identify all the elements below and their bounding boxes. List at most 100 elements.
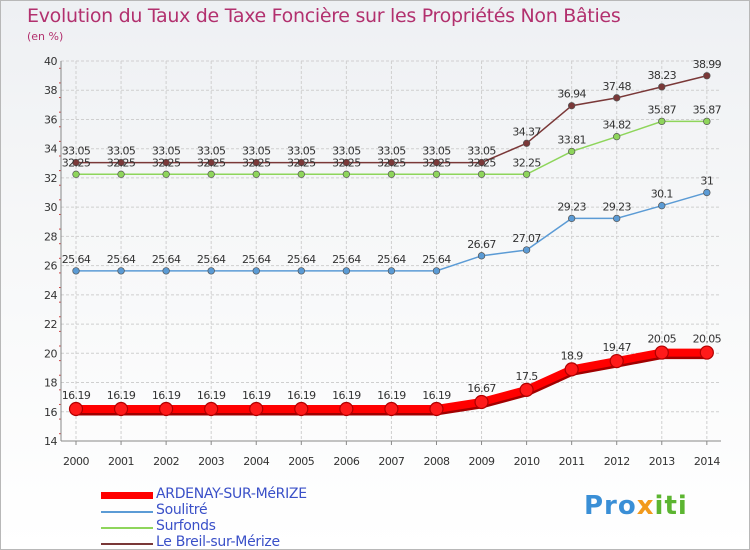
data-point	[477, 252, 486, 260]
chart-title: Evolution du Taux de Taxe Foncière sur l…	[27, 5, 621, 27]
legend-item: Le Breil-sur-Mérize	[101, 534, 361, 549]
x-tick-label: 2007	[378, 455, 404, 468]
data-label: 32.25	[62, 156, 91, 169]
data-label: 25.64	[287, 253, 316, 266]
data-label: 38.99	[693, 58, 722, 71]
data-label: 17.5	[516, 370, 539, 383]
data-label: 31	[700, 175, 713, 188]
data-label: 16.19	[242, 389, 271, 402]
data-label: 25.64	[62, 253, 91, 266]
data-label: 33.05	[422, 145, 451, 158]
data-point	[252, 170, 260, 178]
data-label: 32.25	[197, 156, 226, 169]
x-tick-label: 2011	[559, 455, 585, 468]
data-label: 35.87	[693, 103, 722, 116]
series-group	[68, 72, 714, 417]
data-label: 16.19	[287, 389, 316, 402]
data-point	[207, 158, 215, 167]
data-label: 19.47	[602, 341, 631, 354]
data-label: 29.23	[602, 200, 631, 213]
data-point	[613, 214, 621, 223]
legend-swatch	[101, 527, 153, 529]
data-point	[477, 170, 486, 178]
data-label: 30.1	[651, 188, 673, 201]
data-point	[477, 158, 486, 167]
legend-item: Soulitré	[101, 502, 361, 519]
data-label: 33.05	[107, 145, 136, 158]
data-point	[207, 267, 215, 275]
data-label: 25.64	[332, 253, 361, 266]
data-point	[432, 158, 441, 167]
data-point	[387, 267, 396, 275]
x-tick-label: 2005	[288, 455, 314, 468]
data-label: 37.48	[602, 80, 631, 93]
data-label: 33.05	[152, 145, 181, 158]
x-tick-label: 2001	[108, 455, 134, 468]
data-point	[207, 170, 215, 178]
data-label: 32.25	[287, 156, 316, 169]
data-point	[252, 267, 260, 275]
data-label: 33.05	[467, 145, 496, 158]
data-label: 32.25	[107, 156, 136, 169]
y-tick-label: 36	[44, 113, 57, 126]
axes: 14 16 18 20 22 24 26 28 30 32 34 36 38 40 2000 2001 2002…	[44, 55, 721, 468]
data-label: 32.25	[512, 156, 541, 169]
data-point	[568, 214, 576, 223]
data-label: 33.05	[242, 145, 271, 158]
data-point	[522, 246, 531, 254]
data-label: 33.05	[197, 145, 226, 158]
x-tick-label: 2009	[469, 455, 495, 468]
data-point	[342, 158, 351, 167]
x-tick-label: 2008	[423, 455, 449, 468]
data-label: 27.07	[512, 232, 541, 245]
data-label: 33.05	[287, 145, 316, 158]
y-tick-label: 20	[44, 347, 57, 360]
data-point	[297, 158, 305, 167]
data-point	[342, 170, 351, 178]
data-label: 16.19	[377, 389, 406, 402]
legend-item: Surfonds	[101, 518, 361, 535]
data-label: 25.64	[377, 253, 406, 266]
data-point	[522, 139, 531, 147]
data-point	[654, 345, 669, 360]
data-point	[342, 267, 351, 275]
data-point	[519, 382, 534, 397]
y-tick-label: 14	[44, 435, 57, 448]
data-label: 18.9	[561, 349, 584, 362]
data-point	[162, 158, 170, 167]
legend-label: Soulitré	[156, 502, 208, 518]
data-point	[432, 170, 441, 178]
data-point	[613, 133, 621, 141]
data-label: 32.25	[422, 156, 451, 169]
data-label: 38.23	[648, 69, 677, 82]
data-label: 16.19	[422, 389, 451, 402]
data-point	[72, 170, 80, 178]
data-label: 32.25	[152, 156, 181, 169]
x-tick-label: 2000	[63, 455, 89, 468]
logo-part: x	[636, 491, 655, 521]
data-point	[699, 345, 714, 360]
data-point	[117, 170, 125, 178]
y-tick-label: 28	[44, 230, 57, 243]
proxiti-logo: Proxiti	[584, 491, 688, 521]
data-point	[658, 117, 666, 126]
data-label: 33.05	[332, 145, 361, 158]
data-labels: 33.05 33.05 33.05 33.05 33.05 33.05 33.05 33.05…	[62, 58, 723, 402]
data-point	[609, 353, 624, 369]
y-tick-label: 40	[44, 55, 57, 68]
data-point	[72, 267, 80, 275]
y-tick-label: 22	[44, 318, 57, 331]
data-label: 25.64	[422, 253, 451, 266]
data-point	[68, 401, 84, 417]
data-label: 20.05	[648, 333, 677, 346]
data-label: 25.64	[242, 253, 271, 266]
logo-part: iti	[654, 491, 688, 521]
logo-part: Pro	[584, 491, 637, 521]
y-tick-label: 38	[44, 84, 57, 97]
data-point	[432, 267, 441, 275]
legend-item: ARDENAY-SUR-MéRIZE	[101, 486, 361, 503]
y-axis-unit: (en %)	[27, 30, 64, 43]
y-tick-label: 30	[44, 201, 57, 214]
data-point	[204, 401, 219, 417]
